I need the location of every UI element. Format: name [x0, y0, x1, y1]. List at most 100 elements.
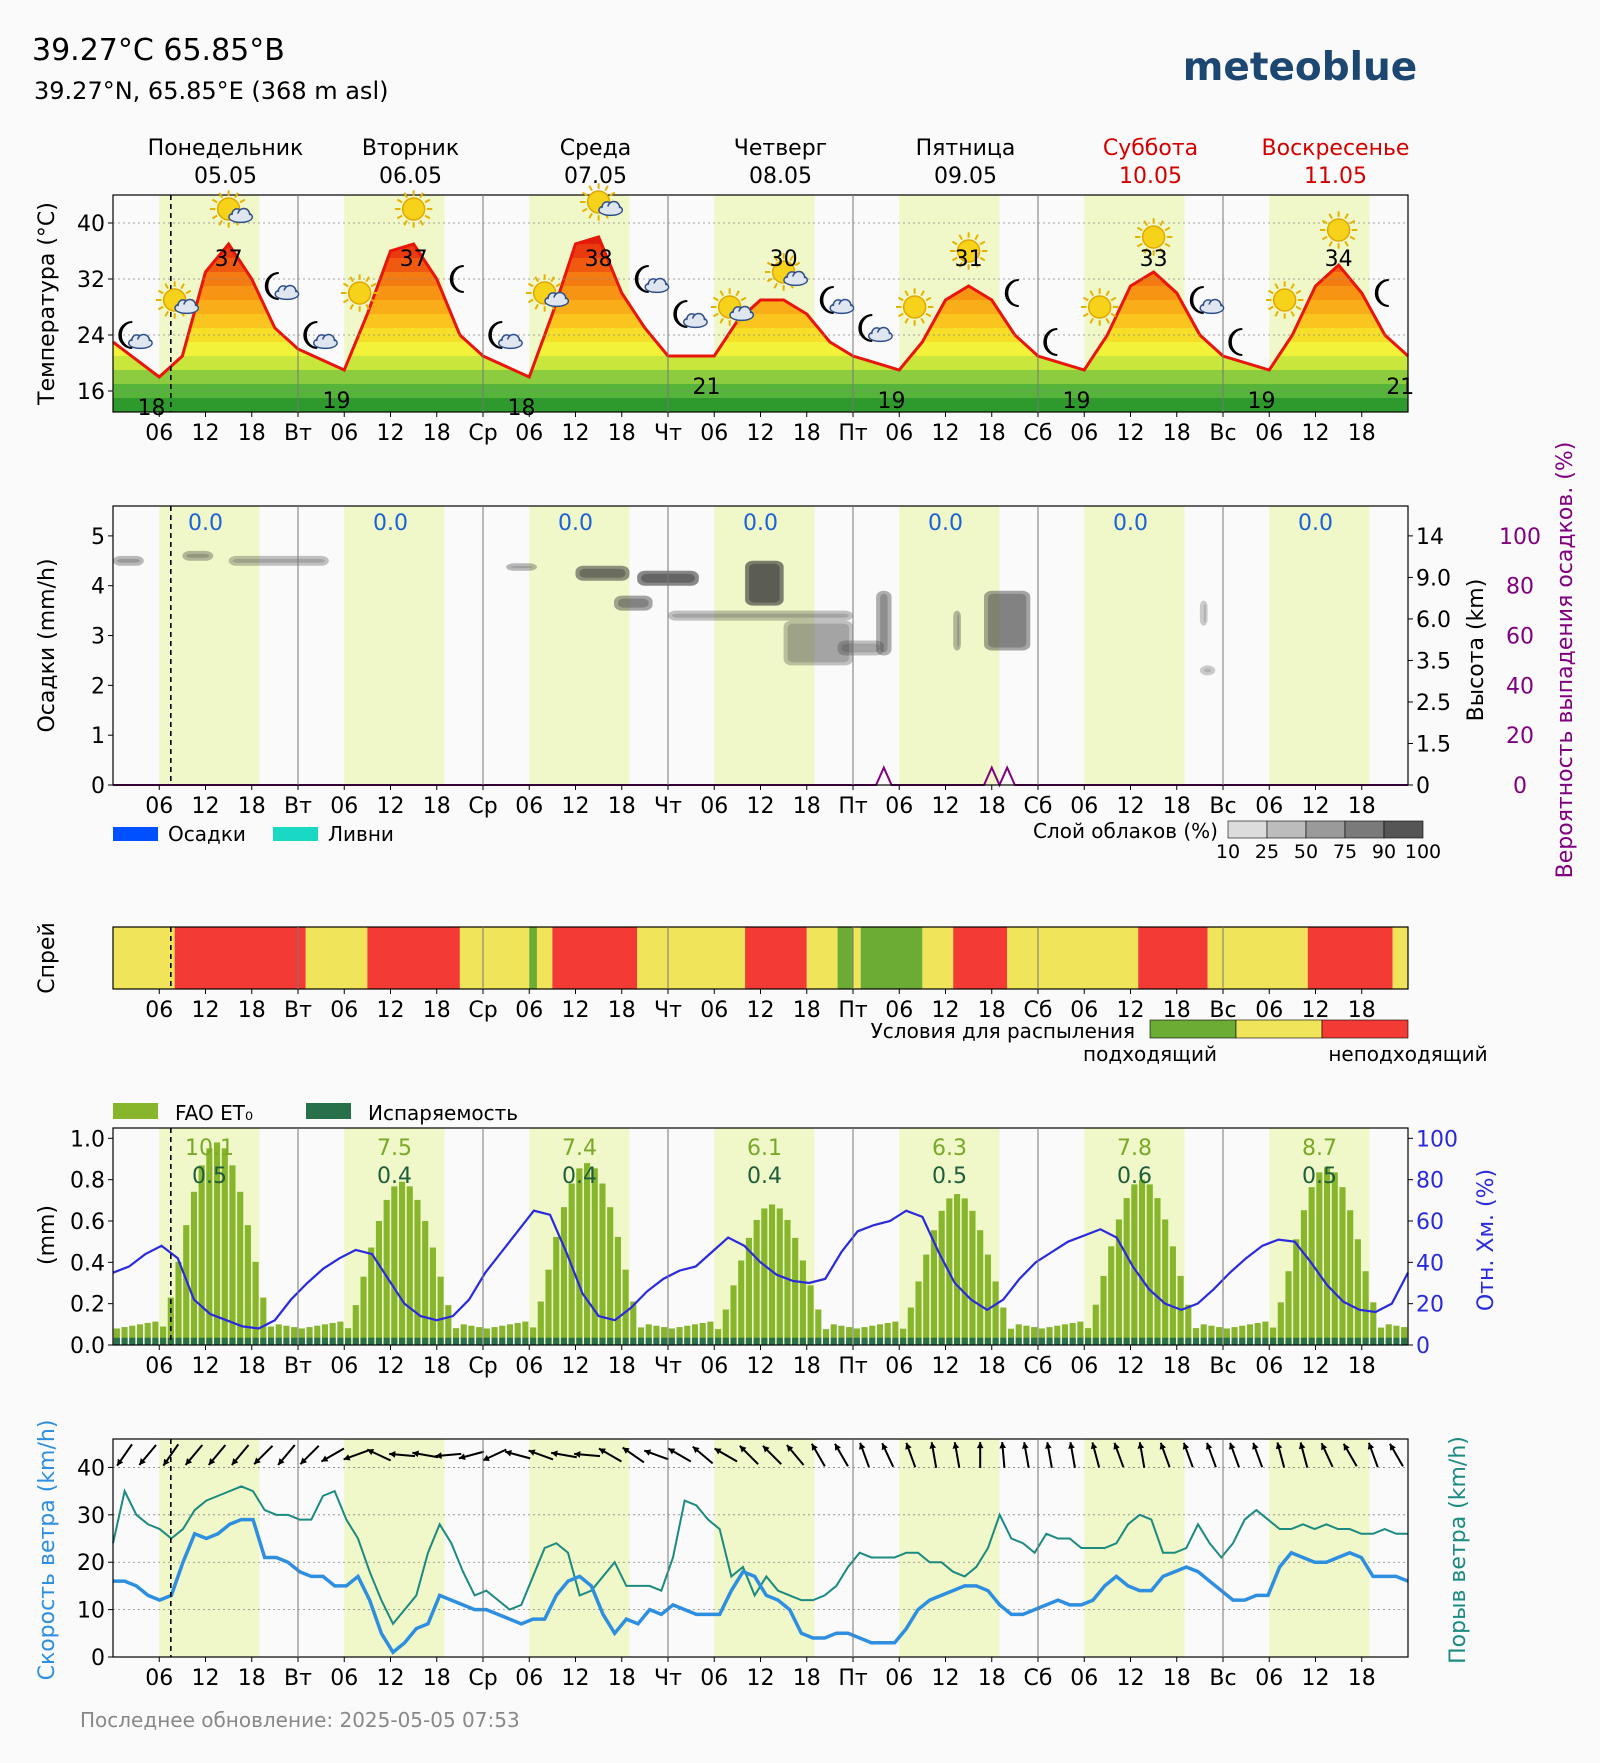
x-tick-label: 12	[747, 794, 775, 819]
x-tick-label: 06	[330, 794, 358, 819]
sun-ray	[719, 317, 724, 324]
x-tick-label: 12	[562, 998, 590, 1023]
precip-y-tick-label: 3	[91, 625, 105, 650]
et0-bar	[1300, 1210, 1307, 1345]
sun-ray	[974, 261, 979, 268]
et0-bar	[537, 1301, 544, 1345]
x-tick-label: Вс	[1209, 998, 1236, 1023]
evaporation-bar	[267, 1337, 275, 1345]
evaporation-bar	[1239, 1337, 1246, 1345]
x-tick-label: Вт	[284, 794, 312, 819]
evaporation-bar	[599, 1337, 606, 1345]
wind-direction-arrow	[762, 1445, 782, 1465]
cloud-layer-core	[957, 613, 960, 648]
spray-segment	[745, 927, 807, 989]
sun-ray	[1349, 235, 1356, 241]
gust-axis-label: Порыв ветра (km/h)	[1446, 1436, 1471, 1664]
wind-direction-arrow	[905, 1442, 917, 1468]
x-tick-label: 18	[793, 421, 821, 446]
x-tick-label: 06	[885, 794, 913, 819]
x-tick-label: 06	[145, 794, 173, 819]
arrow-head	[1229, 1442, 1236, 1450]
height-tick-label: 2.5	[1416, 691, 1451, 716]
wind-speed-line	[113, 1517, 1409, 1655]
evaporation-bar	[1216, 1337, 1223, 1345]
et0-bar	[661, 1327, 668, 1345]
evaporation-bar	[1015, 1337, 1022, 1345]
sun-ray	[1274, 310, 1279, 317]
evaporation-bar	[815, 1337, 822, 1345]
sun-ray	[1105, 290, 1110, 297]
arrow-head	[574, 1451, 581, 1458]
cloud-legend-swatch	[1344, 820, 1385, 839]
et0-bar	[113, 1328, 120, 1345]
x-tick-label: Вт	[284, 1666, 312, 1691]
cloud-icon	[174, 298, 200, 315]
legend-label: Ливни	[328, 822, 394, 846]
wind-direction-arrow	[1252, 1442, 1264, 1468]
spray-segment	[1007, 927, 1139, 989]
evaporation-bar	[506, 1337, 514, 1345]
x-tick-label: 12	[1117, 998, 1145, 1023]
evaporation-bar	[553, 1337, 560, 1345]
sun-ray	[211, 198, 218, 204]
brand-logo[interactable]: meteoblue	[1183, 45, 1417, 90]
cloud-layer-core	[579, 568, 626, 578]
evaporation-bar	[452, 1337, 460, 1345]
spray-legend-left: подходящий	[1083, 1042, 1217, 1066]
sun-ray	[1089, 290, 1094, 297]
sun-ray	[925, 312, 932, 318]
cloud-fill	[229, 213, 252, 222]
cloud-layer	[876, 590, 892, 656]
x-tick-label: 06	[515, 421, 543, 446]
et0-bar	[822, 1329, 830, 1345]
cloud-layer-core	[841, 643, 880, 653]
rh-tick-label: 40	[1416, 1251, 1444, 1276]
evaporation-bar	[214, 1337, 221, 1345]
wind-direction-arrow	[1045, 1442, 1053, 1468]
wind-y-tick-label: 0	[91, 1646, 105, 1671]
evaporation-bar	[923, 1337, 930, 1345]
evaporation-bar	[113, 1337, 120, 1345]
et0-bar	[522, 1321, 529, 1345]
spray-segment	[922, 927, 954, 989]
legend-swatch	[273, 827, 318, 841]
cloud-layer-core	[749, 563, 780, 603]
x-tick-label: 12	[562, 1354, 590, 1379]
et0-bar	[406, 1186, 413, 1345]
wind-direction-arrow	[231, 1444, 250, 1466]
evaporation-bar	[491, 1337, 498, 1345]
x-tick-label: 12	[1302, 998, 1330, 1023]
x-tick-label: 18	[238, 421, 266, 446]
et0-bar	[483, 1328, 490, 1345]
prob-tick-label: 40	[1506, 674, 1534, 699]
x-tick-label: 18	[1163, 421, 1191, 446]
x-tick-label: 06	[1070, 421, 1098, 446]
daylight-band	[1269, 1439, 1370, 1657]
evaporation-bar	[136, 1337, 144, 1345]
x-tick-label: 12	[377, 794, 405, 819]
et0-bar	[553, 1236, 560, 1345]
moon-icon	[634, 265, 649, 293]
et0-bar	[252, 1261, 259, 1345]
evaporation-bar	[1377, 1337, 1385, 1345]
et0-bar	[190, 1191, 197, 1345]
x-tick-label: 12	[192, 998, 220, 1023]
et0-bar	[930, 1230, 937, 1345]
evaporation-bar	[846, 1337, 853, 1345]
et0-bar	[753, 1219, 760, 1345]
evaporation-bar	[129, 1337, 136, 1345]
evaporation-bar	[961, 1337, 968, 1345]
x-tick-label: 12	[1302, 794, 1330, 819]
evaporation-bar	[121, 1337, 128, 1345]
sun-ray	[396, 198, 403, 204]
evaporation-bar	[715, 1337, 722, 1345]
sun-ray	[396, 214, 403, 220]
wind-direction-arrow	[834, 1443, 849, 1467]
evaporation-bar	[822, 1337, 830, 1345]
x-tick-label: 18	[978, 1354, 1006, 1379]
et0-bar	[1347, 1210, 1354, 1345]
height-tick-label: 0	[1416, 774, 1430, 799]
sun-ray	[164, 310, 169, 317]
sun-ray	[180, 283, 185, 290]
